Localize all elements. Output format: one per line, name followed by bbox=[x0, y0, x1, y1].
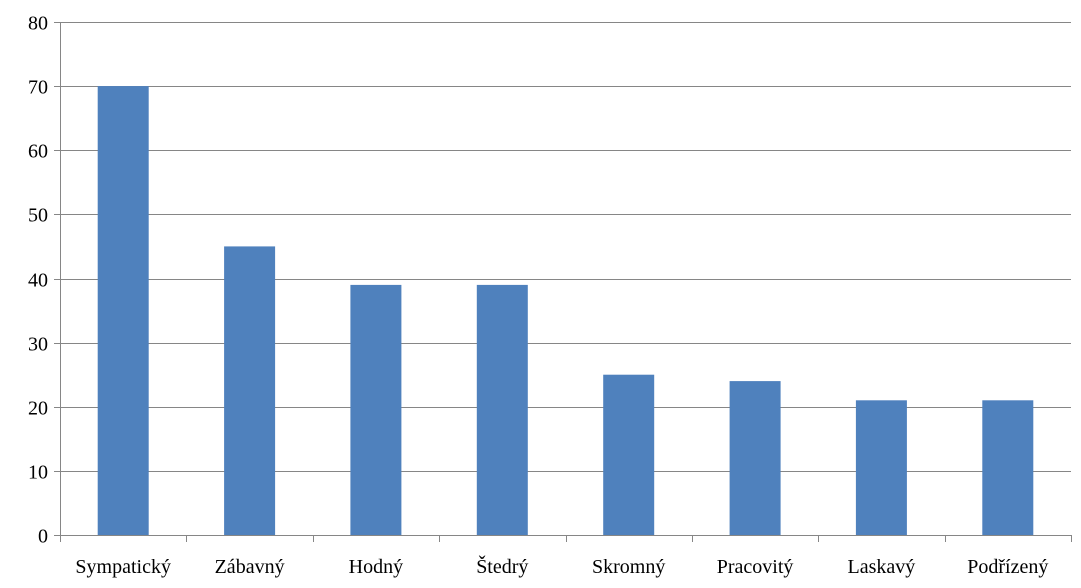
y-tick-label: 30 bbox=[28, 334, 48, 356]
bar-7 bbox=[855, 400, 907, 535]
x-tick-label: Štedrý bbox=[476, 554, 528, 578]
x-tick-label: Podřízený bbox=[967, 556, 1048, 578]
bar-4 bbox=[476, 284, 528, 535]
bar-2 bbox=[224, 246, 276, 535]
axes bbox=[54, 22, 1072, 542]
x-tick-label: Sympatický bbox=[75, 556, 171, 578]
y-tick-label: 80 bbox=[28, 13, 48, 35]
x-tick-labels: Sympatický Zábavný Hodný Štedrý Skromný Praco… bbox=[75, 554, 1048, 578]
x-tick-label: Pracovitý bbox=[717, 556, 794, 578]
x-tick-label: Hodný bbox=[349, 556, 403, 578]
y-tick-label: 40 bbox=[28, 270, 48, 292]
gridlines bbox=[60, 22, 1071, 472]
bar-3 bbox=[350, 284, 402, 535]
y-tick-label: 60 bbox=[28, 141, 48, 163]
bar-5 bbox=[603, 374, 655, 535]
y-tick-label: 0 bbox=[38, 526, 48, 548]
y-tick-label: 50 bbox=[28, 205, 48, 227]
bars bbox=[97, 86, 1034, 535]
y-tick-label: 10 bbox=[28, 462, 48, 484]
bar-1 bbox=[97, 86, 149, 535]
x-tick-label: Skromný bbox=[592, 556, 665, 578]
bar-8 bbox=[982, 400, 1034, 535]
x-tick-label: Laskavý bbox=[848, 556, 916, 578]
y-tick-labels: 0 10 20 30 40 50 60 70 80 bbox=[28, 13, 48, 548]
bar-6 bbox=[729, 381, 781, 535]
y-tick-label: 70 bbox=[28, 77, 48, 99]
x-tick-label: Zábavný bbox=[215, 556, 285, 578]
y-tick-label: 20 bbox=[28, 398, 48, 420]
